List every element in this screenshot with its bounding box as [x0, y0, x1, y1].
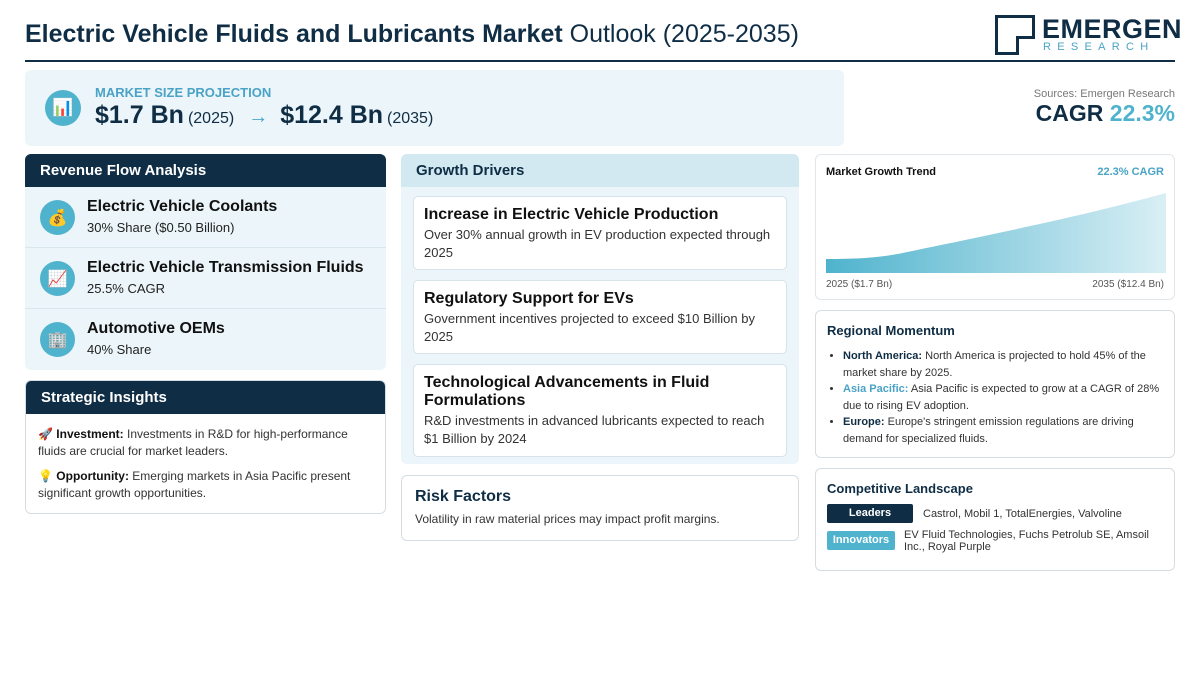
region-item: North America: North America is projecte… [843, 348, 1163, 381]
opportunity-label: Opportunity: [56, 469, 129, 483]
innovators-list-line-2: Inc., Royal Purple [904, 541, 991, 553]
page-title: Electric Vehicle Fluids and Lubricants M… [25, 20, 799, 49]
chart-end-label: 2035 ($12.4 Bn) [1092, 279, 1164, 290]
cagr-label: CAGR [1035, 100, 1104, 126]
revenue-flow-heading: Revenue Flow Analysis [25, 154, 386, 187]
lightbulb-icon: 💡 [38, 469, 53, 483]
strategic-insights-panel: Strategic Insights 🚀 Investment: Investm… [25, 380, 386, 514]
region-name: North America: [843, 350, 923, 362]
market-size-projection: 📊 MARKET SIZE PROJECTION $1.7 Bn (2025) → $… [25, 70, 844, 146]
chart-start-label: 2025 ($1.7 Bn) [826, 279, 893, 290]
driver-card: Regulatory Support for EVs Government in… [413, 280, 787, 354]
cagr-value: 22.3% [1109, 100, 1175, 126]
risk-factors-heading: Risk Factors [415, 488, 512, 505]
end-year: (2035) [387, 110, 434, 127]
risk-factors-panel: Risk Factors Volatility in raw material … [401, 475, 799, 541]
driver-text: R&D investments in advanced lubricants e… [424, 413, 765, 446]
strategic-insights-heading: Strategic Insights [26, 381, 385, 414]
investment-text: Investments in R&D for high-performance … [38, 427, 348, 458]
investment-label: Investment: [56, 427, 124, 441]
driver-card: Technological Advancements in Fluid Form… [413, 364, 787, 457]
trend-area [826, 193, 1166, 273]
market-growth-trend-chart: Market Growth Trend 22.3% CAGR 2025 ($1.… [815, 154, 1175, 300]
growth-drivers-panel: Growth Drivers Increase in Electric Vehi… [401, 154, 799, 464]
opportunity-text: Emerging markets in Asia Pacific present… [38, 469, 351, 500]
regional-momentum-panel: Regional Momentum North America: North A… [815, 310, 1175, 458]
competitive-landscape-panel: Competitive Landscape Leaders Castrol, M… [815, 468, 1175, 571]
risk-factors-text: Volatility in raw material prices may im… [415, 512, 720, 526]
region-text: North America is projected to hold 45% o… [843, 350, 1146, 379]
cagr-headline: CAGR 22.3% [1036, 100, 1175, 127]
start-year: (2025) [187, 110, 235, 127]
chart-cagr-label: 22.3% CAGR [1097, 166, 1164, 178]
investment-insight: 🚀 Investment: Investments in R&D for hig… [38, 426, 373, 460]
leaders-list: Castrol, Mobil 1, TotalEnergies, Valvoli… [923, 508, 1122, 520]
revenue-item-title: Electric Vehicle Coolants [87, 198, 278, 215]
revenue-item-sub: 40% Share [87, 342, 152, 357]
page-title-bold: Electric Vehicle Fluids and Lubricants M… [25, 20, 563, 48]
projection-values: $1.7 Bn (2025) → $12.4 Bn (2035) [95, 101, 433, 130]
region-name: Asia Pacific: [843, 383, 909, 395]
innovators-list-line-1: EV Fluid Technologies, Fuchs Petrolub SE… [904, 529, 1149, 541]
region-item: Europe: Europe's stringent emission regu… [843, 414, 1163, 447]
chart-icon: 📊 [45, 90, 81, 126]
revenue-item: 📈 Electric Vehicle Transmission Fluids 2… [25, 248, 386, 309]
building-icon: 🏢 [40, 322, 75, 357]
logo-sub-text: RESEARCH [1043, 41, 1155, 53]
innovators-tag: Innovators [827, 531, 895, 550]
logo-main-text: EMERGEN [1042, 14, 1183, 44]
revenue-item-sub: 30% Share ($0.50 Billion) [87, 220, 235, 235]
driver-text: Government incentives projected to excee… [424, 311, 755, 344]
money-bag-icon: 💰 [40, 200, 75, 235]
emergen-logo: EMERGEN RESEARCH [995, 14, 1182, 56]
regional-momentum-heading: Regional Momentum [827, 323, 955, 338]
revenue-item: 🏢 Automotive OEMs 40% Share [25, 309, 386, 370]
region-name: Europe: [843, 416, 885, 428]
revenue-item-title: Electric Vehicle Transmission Fluids [87, 259, 364, 276]
driver-text: Over 30% annual growth in EV production … [424, 227, 771, 260]
strategic-insights-body: 🚀 Investment: Investments in R&D for hig… [26, 414, 385, 502]
page-title-rest: Outlook (2025-2035) [569, 20, 799, 48]
revenue-item: 💰 Electric Vehicle Coolants 30% Share ($… [25, 187, 386, 248]
competitive-landscape-heading: Competitive Landscape [827, 481, 973, 496]
revenue-flow-panel: Revenue Flow Analysis 💰 Electric Vehicle… [25, 154, 386, 370]
driver-card: Increase in Electric Vehicle Production … [413, 196, 787, 270]
arrow-icon: → [248, 106, 269, 128]
region-text: Europe's stringent emission regulations … [843, 416, 1134, 445]
header: Electric Vehicle Fluids and Lubricants M… [25, 12, 1182, 62]
start-value: $1.7 Bn [95, 101, 184, 129]
chart-title: Market Growth Trend [826, 166, 937, 178]
growth-drivers-heading: Growth Drivers [401, 154, 799, 187]
trend-chart-icon: 📈 [40, 261, 75, 296]
regional-list: North America: North America is projecte… [827, 348, 1163, 447]
logo-mark [995, 15, 1035, 55]
end-value: $12.4 Bn [280, 101, 384, 129]
opportunity-insight: 💡 Opportunity: Emerging markets in Asia … [38, 468, 373, 502]
driver-title: Increase in Electric Vehicle Production [424, 206, 719, 223]
leaders-tag: Leaders [827, 504, 913, 523]
revenue-item-title: Automotive OEMs [87, 320, 225, 337]
driver-title: Regulatory Support for EVs [424, 290, 634, 307]
rocket-icon: 🚀 [38, 427, 53, 441]
revenue-item-sub: 25.5% CAGR [87, 281, 166, 296]
projection-label: MARKET SIZE PROJECTION [95, 85, 272, 100]
trend-area-svg [826, 193, 1166, 273]
region-text: Asia Pacific is expected to grow at a CA… [843, 383, 1160, 412]
source-note: Sources: Emergen Research [1033, 88, 1175, 100]
driver-title: Technological Advancements in Fluid Form… [424, 374, 710, 409]
region-item: Asia Pacific: Asia Pacific is expected t… [843, 381, 1163, 414]
